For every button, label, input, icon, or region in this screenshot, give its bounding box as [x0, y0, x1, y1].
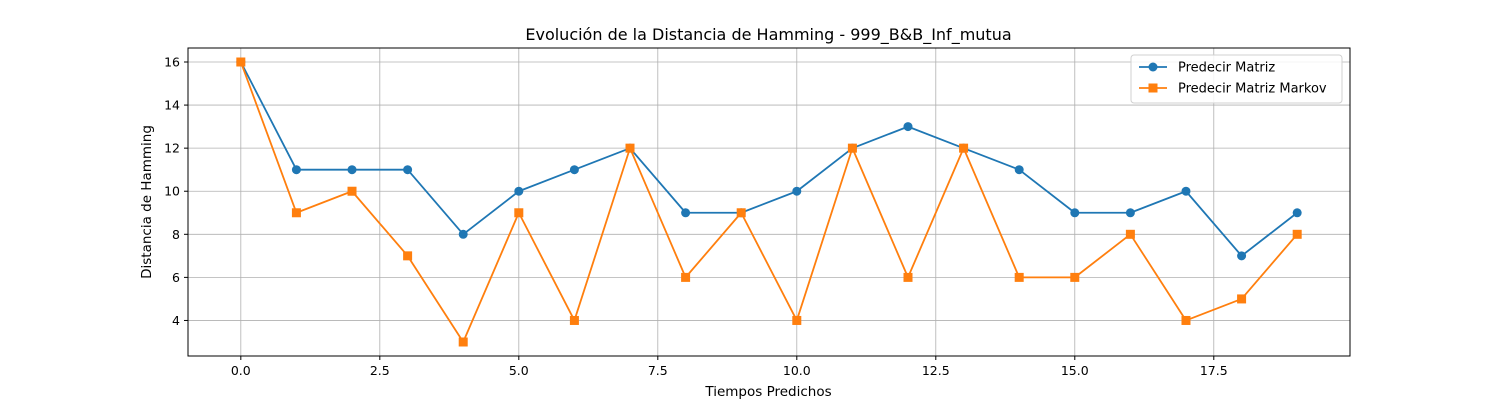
chart-title: Evolución de la Distancia de Hamming - 9…: [525, 25, 1011, 45]
data-point: [1292, 208, 1302, 218]
legend: Predecir Matriz Predecir Matriz Markov: [1130, 54, 1343, 104]
data-point: [1125, 208, 1135, 218]
data-point: [291, 208, 301, 218]
tick-layer: 0.0 2.5 5.0 7.5 10.0 12.5 15.0 17.5 4 6 8 10 12 14 16: [164, 55, 1228, 379]
data-point: [514, 186, 524, 196]
y-tick-label: 14: [164, 98, 180, 113]
data-point: [458, 229, 468, 239]
data-point: [1237, 251, 1247, 261]
data-point: [1181, 315, 1191, 325]
y-tick-label: 10: [164, 184, 180, 199]
x-tick-label: 10.0: [783, 363, 811, 378]
x-tick-label: 15.0: [1061, 363, 1089, 378]
legend-label: Predecir Matriz Markov: [1178, 82, 1327, 97]
data-point: [625, 143, 635, 153]
series-2: [236, 57, 1302, 347]
series-line: [240, 61, 1298, 257]
legend-label: Predecir Matriz: [1178, 61, 1275, 76]
x-tick-label: 7.5: [648, 363, 668, 378]
y-tick-label: 6: [172, 270, 180, 285]
data-point: [291, 165, 301, 175]
data-point: [569, 315, 579, 325]
data-point: [1292, 229, 1302, 239]
legend-box: [1130, 54, 1343, 104]
data-point: [403, 251, 413, 261]
data-point: [1125, 229, 1135, 239]
y-tick-label: 12: [164, 141, 180, 156]
y-tick-label: 8: [172, 227, 180, 242]
series-line: [239, 61, 1298, 343]
x-tick-label: 0.0: [231, 363, 251, 378]
data-point: [1181, 186, 1191, 196]
data-point: [792, 186, 802, 196]
legend-marker: [1148, 62, 1158, 72]
x-tick-label: 17.5: [1200, 363, 1228, 378]
x-tick-label: 12.5: [922, 363, 950, 378]
data-point: [236, 57, 246, 67]
data-point: [347, 165, 357, 175]
data-point: [736, 208, 746, 218]
data-point: [514, 208, 524, 218]
data-point: [458, 337, 468, 347]
data-point: [681, 208, 691, 218]
data-point: [847, 143, 857, 153]
data-point: [681, 272, 691, 282]
x-axis-title: Tiempos Predichos: [704, 384, 831, 400]
plot-frame: [187, 47, 1351, 357]
data-point: [1070, 272, 1080, 282]
x-tick-label: 5.0: [509, 363, 529, 378]
y-tick-label: 4: [172, 313, 180, 328]
data-point: [903, 272, 913, 282]
data-point: [403, 165, 413, 175]
grid: [188, 48, 1350, 356]
data-point: [569, 165, 579, 175]
legend-item: Predecir Matriz: [1139, 61, 1275, 76]
data-point: [903, 122, 913, 132]
data-point: [1014, 272, 1024, 282]
legend-marker: [1148, 83, 1158, 93]
data-point: [792, 315, 802, 325]
data-point: [959, 143, 969, 153]
series-layer: [236, 57, 1302, 347]
x-tick-label: 2.5: [370, 363, 390, 378]
data-point: [1014, 165, 1024, 175]
legend-item: Predecir Matriz Markov: [1139, 82, 1327, 97]
data-point: [347, 186, 357, 196]
y-tick-label: 16: [164, 55, 180, 70]
y-axis-title: Distancia de Hamming: [139, 125, 155, 279]
data-point: [1237, 294, 1247, 304]
data-point: [1070, 208, 1080, 218]
